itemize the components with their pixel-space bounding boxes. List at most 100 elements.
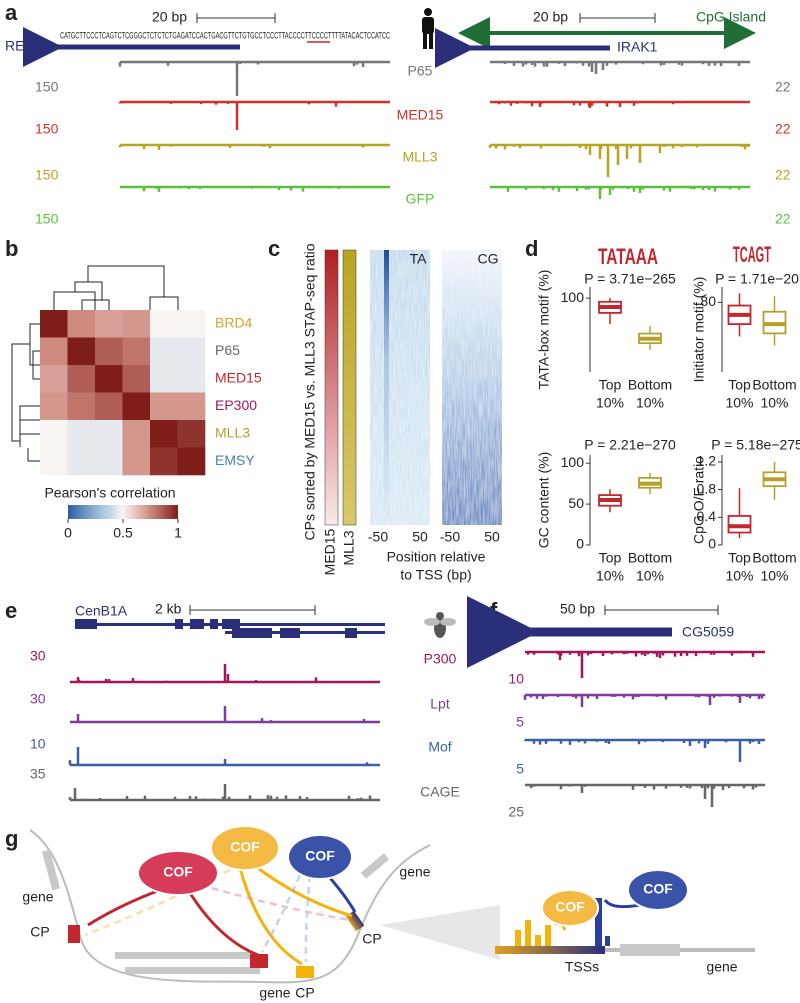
track-max: 5: [516, 761, 524, 777]
panel-b: b Pearson's correlation: [5, 236, 206, 501]
x-tick-label: Bottom: [628, 550, 672, 566]
y-tick-label: 0: [708, 536, 716, 552]
heat-cell: [150, 447, 178, 476]
track-max: 150: [35, 121, 59, 137]
heat-cell: [177, 365, 206, 393]
colorbar-tick-label: 0: [64, 525, 72, 541]
p-value: P = 1.71e−20: [715, 271, 799, 287]
heat-cell: [67, 420, 96, 448]
signal-track: [118, 60, 390, 96]
sequence: CATGCTTCCCTCAGTCTCGGGCTCTCTCTGAGATCCACTG…: [60, 30, 390, 40]
scale-label: 50 bp: [560, 601, 595, 617]
heat-cell: [40, 310, 68, 338]
heat-cell: [150, 310, 178, 338]
heat-cell: [67, 310, 96, 338]
track-max: 30: [30, 648, 46, 664]
y-tick-label: 0.8: [697, 480, 717, 496]
heat-cell: [150, 420, 178, 448]
ratio-bar: [324, 249, 339, 526]
y-axis-label: GC content (%): [536, 452, 552, 548]
panel-d: d TATAAA TCAGT P = 3.71e−265 TATA-box mot…: [525, 236, 800, 584]
track-label: P300: [424, 651, 457, 667]
dendrogram: [53, 265, 179, 310]
weak-arrows: [84, 868, 351, 963]
map-label: TA: [410, 251, 428, 267]
motif-logo: TATAAA: [598, 244, 658, 269]
heat-cell: [150, 392, 178, 421]
y-tick-label: 0.4: [697, 508, 717, 524]
cof: [541, 889, 599, 927]
signal-track: [118, 100, 390, 130]
signal-track: [490, 100, 750, 108]
signal-track: [68, 747, 380, 767]
heat-cell: [177, 447, 206, 476]
x-tick-label: 10%: [636, 395, 664, 411]
heat-cell: [122, 392, 151, 421]
heat-cell: [95, 365, 123, 393]
heat-cell: [150, 337, 178, 366]
heat-cell: [67, 365, 96, 393]
scale-label: 2 kb: [155, 601, 182, 617]
track-max: 150: [35, 79, 59, 95]
panel-label: a: [5, 0, 18, 25]
heat-cell: [95, 337, 123, 366]
cp: [68, 925, 80, 943]
heat-cell: [122, 310, 151, 338]
gene-label: CG5059: [682, 624, 734, 640]
p-value: P = 5.18e−275: [711, 437, 800, 453]
gene-model: [75, 619, 385, 638]
y-axis-label: CPs sorted by MED15 vs. MLL3 STAP-seq ra…: [302, 243, 318, 540]
colorbar: [68, 505, 178, 519]
heat-cell: [177, 392, 206, 421]
y-tick-label: 80: [700, 293, 716, 309]
signal-track: [525, 650, 765, 678]
x-axis-label: to TSS (bp): [400, 567, 471, 583]
gene-label: gene: [399, 864, 430, 880]
signal: [595, 898, 610, 946]
x-tick-label: Top: [599, 550, 622, 566]
heat-cell: [177, 337, 206, 366]
panel-a: a 20 bp CATGCTTCCCTCAGTCTCGGGCTCTCTCTGAG…: [5, 0, 766, 68]
y-axis-label: CpG O/E ratio: [691, 456, 707, 544]
cof: [210, 825, 280, 871]
heat-cell: [95, 447, 123, 476]
row-label: EP300: [215, 397, 257, 413]
heat-cell: [122, 337, 151, 366]
signal-track: [490, 185, 750, 199]
cp-label: CP: [362, 931, 381, 947]
heat-cell: [40, 420, 68, 448]
x-tick-label: 10%: [596, 568, 624, 584]
cp: [250, 954, 268, 968]
track-max: 35: [30, 766, 46, 782]
cof-label: COF: [305, 848, 335, 864]
track-label: P65: [408, 63, 433, 79]
cof: [137, 850, 219, 896]
heat-cell: [122, 420, 151, 448]
box: [727, 515, 752, 534]
gene-label: REN: [5, 38, 35, 54]
map-label: CG: [478, 251, 499, 267]
gene-label: gene: [259, 985, 290, 1001]
panel-f: f 50 bp CG5059: [467, 596, 734, 668]
gene-label: gene: [22, 889, 53, 905]
gene-label: CenB1A: [75, 603, 128, 619]
track-label: Mof: [428, 739, 451, 755]
track-max: 22: [775, 211, 791, 227]
track-label: MED15: [397, 107, 444, 123]
heatmap: [370, 250, 430, 525]
scale-label: 20 bp: [152, 9, 187, 25]
panel-e: e 2 kb CenB1A: [5, 598, 456, 638]
cp: [296, 966, 314, 978]
heatmap: [40, 310, 206, 476]
heat-cell: [95, 310, 123, 338]
row-label: MED15: [215, 369, 262, 385]
row-label: P65: [215, 342, 240, 358]
y-axis-label: TATA-box motif (%): [536, 270, 552, 390]
p-value: P = 3.71e−265: [584, 271, 676, 287]
heat-cell: [40, 365, 68, 393]
signal-track: [523, 693, 765, 707]
colorbar-tick-label: 0.5: [113, 525, 133, 541]
heat-cell: [67, 392, 96, 421]
track-label: CAGE: [420, 784, 460, 800]
